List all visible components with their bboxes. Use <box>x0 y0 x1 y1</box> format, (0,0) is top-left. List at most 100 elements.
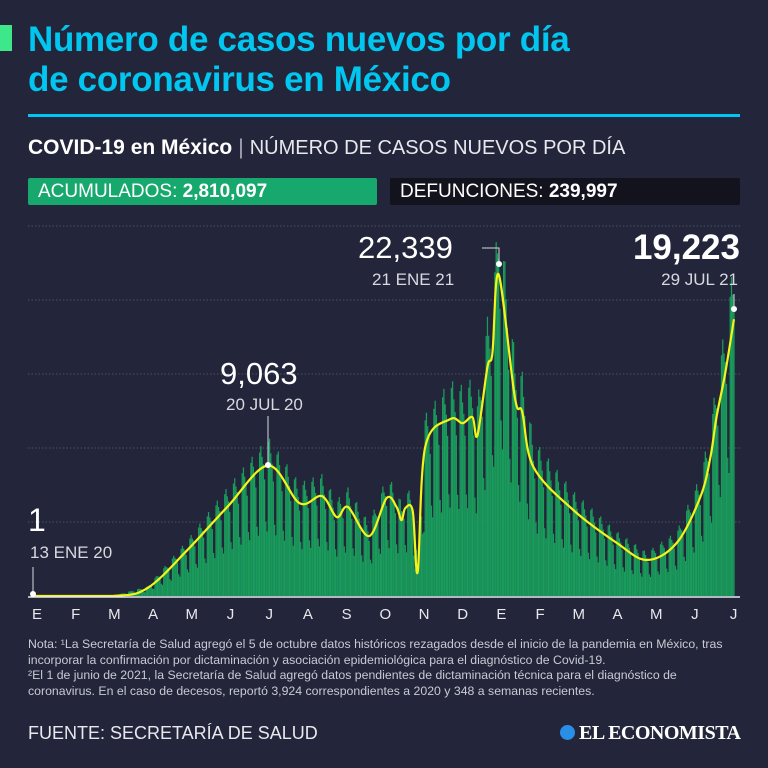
daily-bar <box>692 547 694 596</box>
daily-bar <box>423 531 425 596</box>
daily-bar <box>717 425 719 596</box>
daily-bar <box>300 541 302 596</box>
daily-bar <box>202 537 205 596</box>
daily-bar <box>600 516 602 596</box>
daily-bar <box>522 396 525 596</box>
daily-bar <box>644 554 647 596</box>
daily-bar <box>395 544 398 596</box>
daily-bar <box>546 461 548 596</box>
daily-bar <box>448 494 450 596</box>
daily-bar <box>718 484 720 596</box>
daily-bar <box>246 495 248 596</box>
daily-bar <box>694 490 696 596</box>
daily-bar <box>484 490 486 596</box>
annotation-date-first: 13 ENE 20 <box>30 543 113 562</box>
daily-bar <box>495 242 497 596</box>
daily-bar <box>707 461 709 596</box>
daily-bar <box>525 443 527 596</box>
daily-bar <box>517 485 520 596</box>
daily-bar <box>399 499 401 596</box>
daily-bar <box>222 553 225 596</box>
daily-bar <box>392 492 394 596</box>
daily-bar <box>714 404 716 596</box>
daily-bar <box>520 376 522 596</box>
daily-bar <box>398 498 400 596</box>
daily-bar <box>263 479 266 596</box>
daily-bar <box>678 525 680 596</box>
daily-bar <box>583 509 586 596</box>
daily-bar <box>369 559 372 596</box>
daily-bar <box>425 412 428 596</box>
daily-bar <box>385 505 388 596</box>
daily-bar <box>728 473 730 596</box>
daily-bar <box>505 299 507 596</box>
daily-bar <box>637 553 639 596</box>
daily-bar <box>617 532 619 596</box>
daily-bar <box>151 588 154 596</box>
daily-bar <box>627 543 629 596</box>
daily-bar <box>353 555 355 596</box>
daily-bar <box>226 496 228 596</box>
daily-bar <box>596 556 598 596</box>
daily-bar <box>322 486 324 596</box>
daily-bar <box>316 505 318 596</box>
daily-bar <box>496 253 499 596</box>
annotation-value-jul20: 9,063 <box>220 356 298 391</box>
daily-bar <box>529 422 531 596</box>
daily-bar <box>255 487 257 596</box>
daily-bar <box>356 502 358 596</box>
daily-bar <box>247 531 250 596</box>
x-tick-label: M <box>185 606 199 623</box>
daily-bar <box>351 518 353 596</box>
daily-bar <box>286 464 288 596</box>
daily-bar <box>291 536 293 596</box>
publisher-logo: EL ECONOMISTA <box>560 722 741 745</box>
daily-bar <box>503 261 505 596</box>
daily-bar <box>642 551 644 596</box>
daily-bar <box>313 486 316 596</box>
daily-bar <box>413 555 415 596</box>
daily-bar <box>229 511 231 596</box>
daily-bar <box>547 458 550 596</box>
logo-globe-icon <box>560 725 575 740</box>
daily-bar <box>189 538 191 596</box>
daily-bar <box>302 485 304 596</box>
daily-bar <box>672 542 674 596</box>
daily-bar <box>310 547 312 596</box>
daily-bar <box>499 308 501 596</box>
daily-bar <box>430 505 433 596</box>
daily-bar <box>700 535 703 596</box>
daily-bar <box>379 553 382 596</box>
daily-bar <box>722 339 724 596</box>
x-tick-label: F <box>71 606 81 623</box>
daily-bar <box>210 520 212 596</box>
daily-bar <box>483 478 485 596</box>
point-last-jul21 <box>731 306 737 312</box>
daily-bar <box>424 420 426 596</box>
daily-bar <box>570 544 572 596</box>
x-tick-label: O <box>379 606 392 623</box>
daily-bar <box>677 530 679 596</box>
daily-bar <box>383 492 385 596</box>
daily-bar <box>164 566 166 596</box>
daily-bar <box>241 473 243 596</box>
daily-bar <box>235 486 237 596</box>
daily-bar <box>234 478 236 596</box>
daily-bar <box>691 520 693 596</box>
daily-bar <box>394 513 396 596</box>
x-tick-label: A <box>148 606 159 623</box>
daily-bar <box>478 389 480 596</box>
daily-bar <box>135 593 137 596</box>
daily-bar <box>651 550 653 596</box>
daily-bar <box>328 490 330 596</box>
acumulados-label: ACUMULADOS: <box>38 181 178 202</box>
daily-bar <box>531 444 533 596</box>
daily-bar <box>586 526 588 596</box>
daily-bar <box>506 327 508 596</box>
daily-bar <box>504 261 506 596</box>
daily-bar <box>256 526 258 596</box>
daily-bar <box>209 517 211 596</box>
daily-bar <box>397 553 399 596</box>
daily-bar <box>498 258 500 596</box>
daily-bar <box>230 542 232 596</box>
